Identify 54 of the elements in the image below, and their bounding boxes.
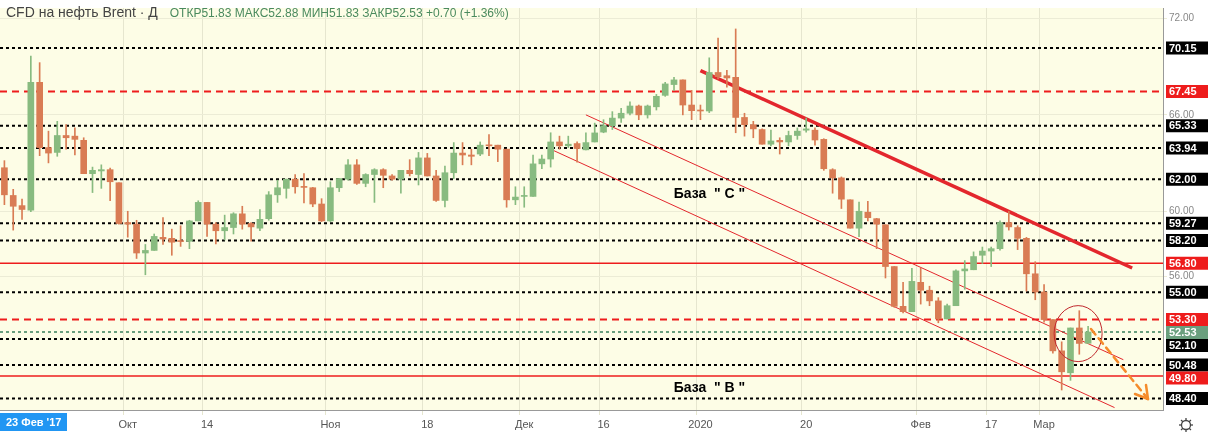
x-tick-label: Окт — [118, 417, 138, 430]
annotation: База " С " — [673, 184, 746, 201]
x-tick-label: 17 — [985, 417, 998, 430]
ref-line-label: 55.00 — [1169, 285, 1197, 298]
x-tick-label: Фев — [910, 417, 932, 430]
x-tick-label: Ноя — [320, 417, 341, 430]
chart-subtitle: ОТКР51.83 МАКС52.88 МИН51.83 ЗАКР52.53 +0.70 (+1.36%) — [169, 6, 509, 20]
ref-line-label: 62.00 — [1169, 172, 1197, 185]
ref-line-label: 52.10 — [1169, 339, 1197, 352]
y-tick-label: 56.00 — [1169, 269, 1195, 281]
x-tick-label: Мар — [1033, 417, 1055, 430]
y-tick-label: 66.00 — [1169, 108, 1195, 120]
text: 23 Фев '17 — [0, 413, 68, 431]
candlestick — [776, 137, 784, 155]
candlestick — [62, 124, 70, 150]
candlestick — [723, 69, 731, 88]
candlestick — [18, 198, 26, 220]
x-tick-label: 16 — [597, 417, 610, 430]
ref-line-label: 48.40 — [1169, 392, 1197, 405]
ref-line-label: 56.80 — [1169, 256, 1197, 269]
candlestick — [564, 135, 572, 148]
candlestick — [520, 186, 528, 208]
candlestick — [97, 164, 105, 189]
candlestick — [714, 37, 722, 80]
y-tick-label: 60.00 — [1169, 205, 1195, 217]
ref-line-label: 58.20 — [1169, 234, 1197, 247]
x-tick-label: Дек — [515, 417, 534, 430]
ref-line-label: 67.45 — [1169, 85, 1197, 98]
candlestick — [899, 282, 907, 314]
x-tick-label: 18 — [421, 417, 434, 430]
ref-line-label: 70.15 — [1169, 41, 1197, 54]
annotation: База " В " — [673, 379, 746, 396]
ref-line-label: 53.30 — [1169, 313, 1197, 326]
x-tick-label: 20 — [800, 417, 813, 430]
candlestick — [987, 246, 995, 267]
candlestick — [802, 117, 810, 133]
chart-title: CFD на нефть Brent · Д — [6, 4, 158, 20]
x-tick-label: 2020 — [688, 417, 713, 430]
candlestick — [124, 210, 132, 238]
candlestick — [406, 159, 414, 177]
ref-line-label: 50.48 — [1169, 358, 1197, 371]
y-tick-label: 72.00 — [1169, 11, 1195, 23]
candlestick — [917, 267, 925, 305]
ref-line-label: 65.33 — [1169, 119, 1197, 132]
ref-line-label: 63.94 — [1169, 141, 1198, 154]
candlestick — [300, 173, 308, 204]
candlestick — [485, 134, 493, 156]
ref-line-label: 49.80 — [1169, 371, 1197, 384]
ref-line-label: 52.53 — [1169, 326, 1197, 339]
candlestick — [168, 228, 176, 256]
ref-line-label: 59.27 — [1169, 216, 1197, 229]
x-tick-label: 14 — [200, 417, 214, 430]
candlestick — [71, 127, 79, 156]
candlestick — [221, 214, 228, 241]
